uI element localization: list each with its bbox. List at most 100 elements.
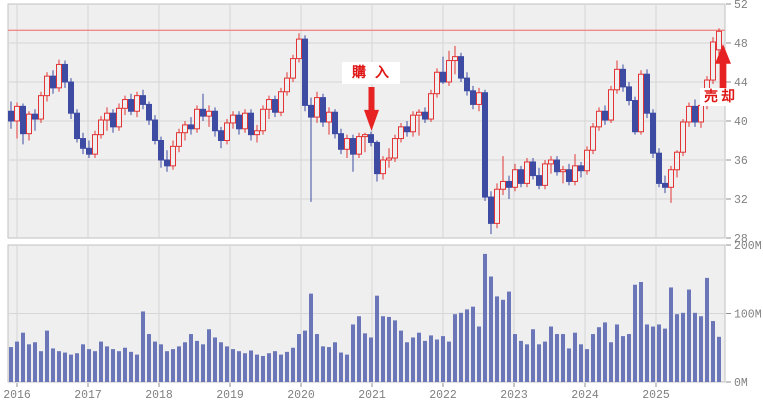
volume-bar: [261, 355, 265, 382]
volume-bar: [57, 351, 61, 382]
volume-bar: [123, 347, 127, 382]
candle-body: [86, 147, 92, 155]
volume-bar: [141, 311, 145, 382]
volume-bar: [573, 332, 577, 382]
candle-body: [344, 138, 350, 150]
year-axis-label: 2022: [429, 389, 457, 402]
candle-body: [110, 112, 116, 128]
volume-bar: [309, 293, 313, 382]
volume-bar: [429, 335, 433, 382]
volume-bar: [675, 314, 679, 382]
candle-body: [398, 126, 404, 140]
year-axis-label: 2016: [3, 389, 31, 402]
candle-body: [560, 169, 566, 173]
volume-bar: [471, 306, 475, 382]
volume-bar: [399, 330, 403, 382]
volume-bar: [303, 330, 307, 382]
volume-bar: [45, 330, 49, 382]
candle-body: [254, 130, 260, 136]
volume-bar: [489, 276, 493, 382]
volume-bar: [219, 342, 223, 382]
candle-body: [578, 165, 584, 172]
candle-body: [74, 112, 80, 140]
candle-body: [290, 58, 296, 79]
volume-bar: [627, 334, 631, 382]
volume-bar: [687, 289, 691, 382]
candle-body: [680, 121, 686, 153]
candle-body: [596, 110, 602, 128]
candle-body: [686, 105, 692, 123]
volume-bar: [465, 309, 469, 382]
volume-bar: [501, 299, 505, 382]
candle-body: [566, 169, 572, 182]
volume-bar: [333, 342, 337, 382]
candle-body: [218, 130, 224, 141]
volume-bar: [393, 320, 397, 382]
candle-body: [248, 112, 254, 136]
volume-bar: [495, 296, 499, 382]
candle-body: [374, 141, 380, 175]
volume-bar: [639, 281, 643, 382]
candle-body: [116, 107, 122, 128]
candle-body: [500, 180, 506, 190]
candle-body: [212, 110, 218, 132]
volume-bar: [405, 342, 409, 382]
volume-bar: [159, 344, 163, 382]
candle-body: [50, 75, 56, 89]
candle-body: [176, 132, 182, 147]
buy-annotation-label: 購入: [342, 62, 400, 84]
volume-bar: [375, 295, 379, 382]
candle-body: [536, 175, 542, 186]
volume-bar: [297, 334, 301, 382]
candle-body: [350, 138, 356, 155]
candle-body: [608, 89, 614, 121]
candle-body: [386, 157, 392, 161]
candle-body: [194, 108, 200, 130]
volume-bar: [441, 336, 445, 382]
candle-body: [140, 95, 146, 105]
candle-body: [590, 126, 596, 151]
candle-body: [128, 99, 134, 112]
volume-bar: [285, 351, 289, 382]
sell-annotation-label: 売却: [700, 88, 738, 106]
volume-bar: [417, 332, 421, 382]
candle-body: [164, 159, 170, 167]
candle-body: [602, 110, 608, 121]
candle-body: [8, 110, 14, 122]
candle-body: [80, 138, 86, 149]
volume-bar: [585, 349, 589, 382]
volume-bar: [507, 291, 511, 382]
volume-bar: [663, 328, 667, 382]
candle-body: [158, 140, 164, 161]
volume-bar: [147, 334, 151, 382]
candle-body: [314, 97, 320, 118]
candle-body: [188, 124, 194, 130]
candle-body: [362, 134, 368, 138]
candle-body: [152, 119, 158, 142]
candle-body: [338, 133, 344, 150]
candle-body: [260, 108, 266, 132]
volume-bar: [681, 312, 685, 382]
candle-body: [14, 105, 20, 122]
candle-body: [236, 114, 242, 130]
volume-bar: [597, 327, 601, 382]
price-axis-label: 28: [734, 233, 748, 246]
year-axis-label: 2025: [642, 389, 670, 402]
candle-body: [404, 126, 410, 133]
volume-bar: [477, 326, 481, 382]
volume-bar: [357, 316, 361, 382]
candle-body: [638, 73, 644, 133]
volume-bar: [129, 351, 133, 382]
candle-body: [446, 60, 452, 83]
candle-body: [170, 145, 176, 167]
candle-body: [278, 91, 284, 113]
candle-body: [476, 92, 482, 105]
candle-body: [668, 169, 674, 188]
candle-body: [392, 138, 398, 159]
candle-body: [620, 68, 626, 88]
volume-bar: [93, 351, 97, 382]
candle-body: [296, 38, 302, 60]
volume-bar: [609, 342, 613, 382]
volume-axis-label: 100M: [734, 309, 762, 322]
